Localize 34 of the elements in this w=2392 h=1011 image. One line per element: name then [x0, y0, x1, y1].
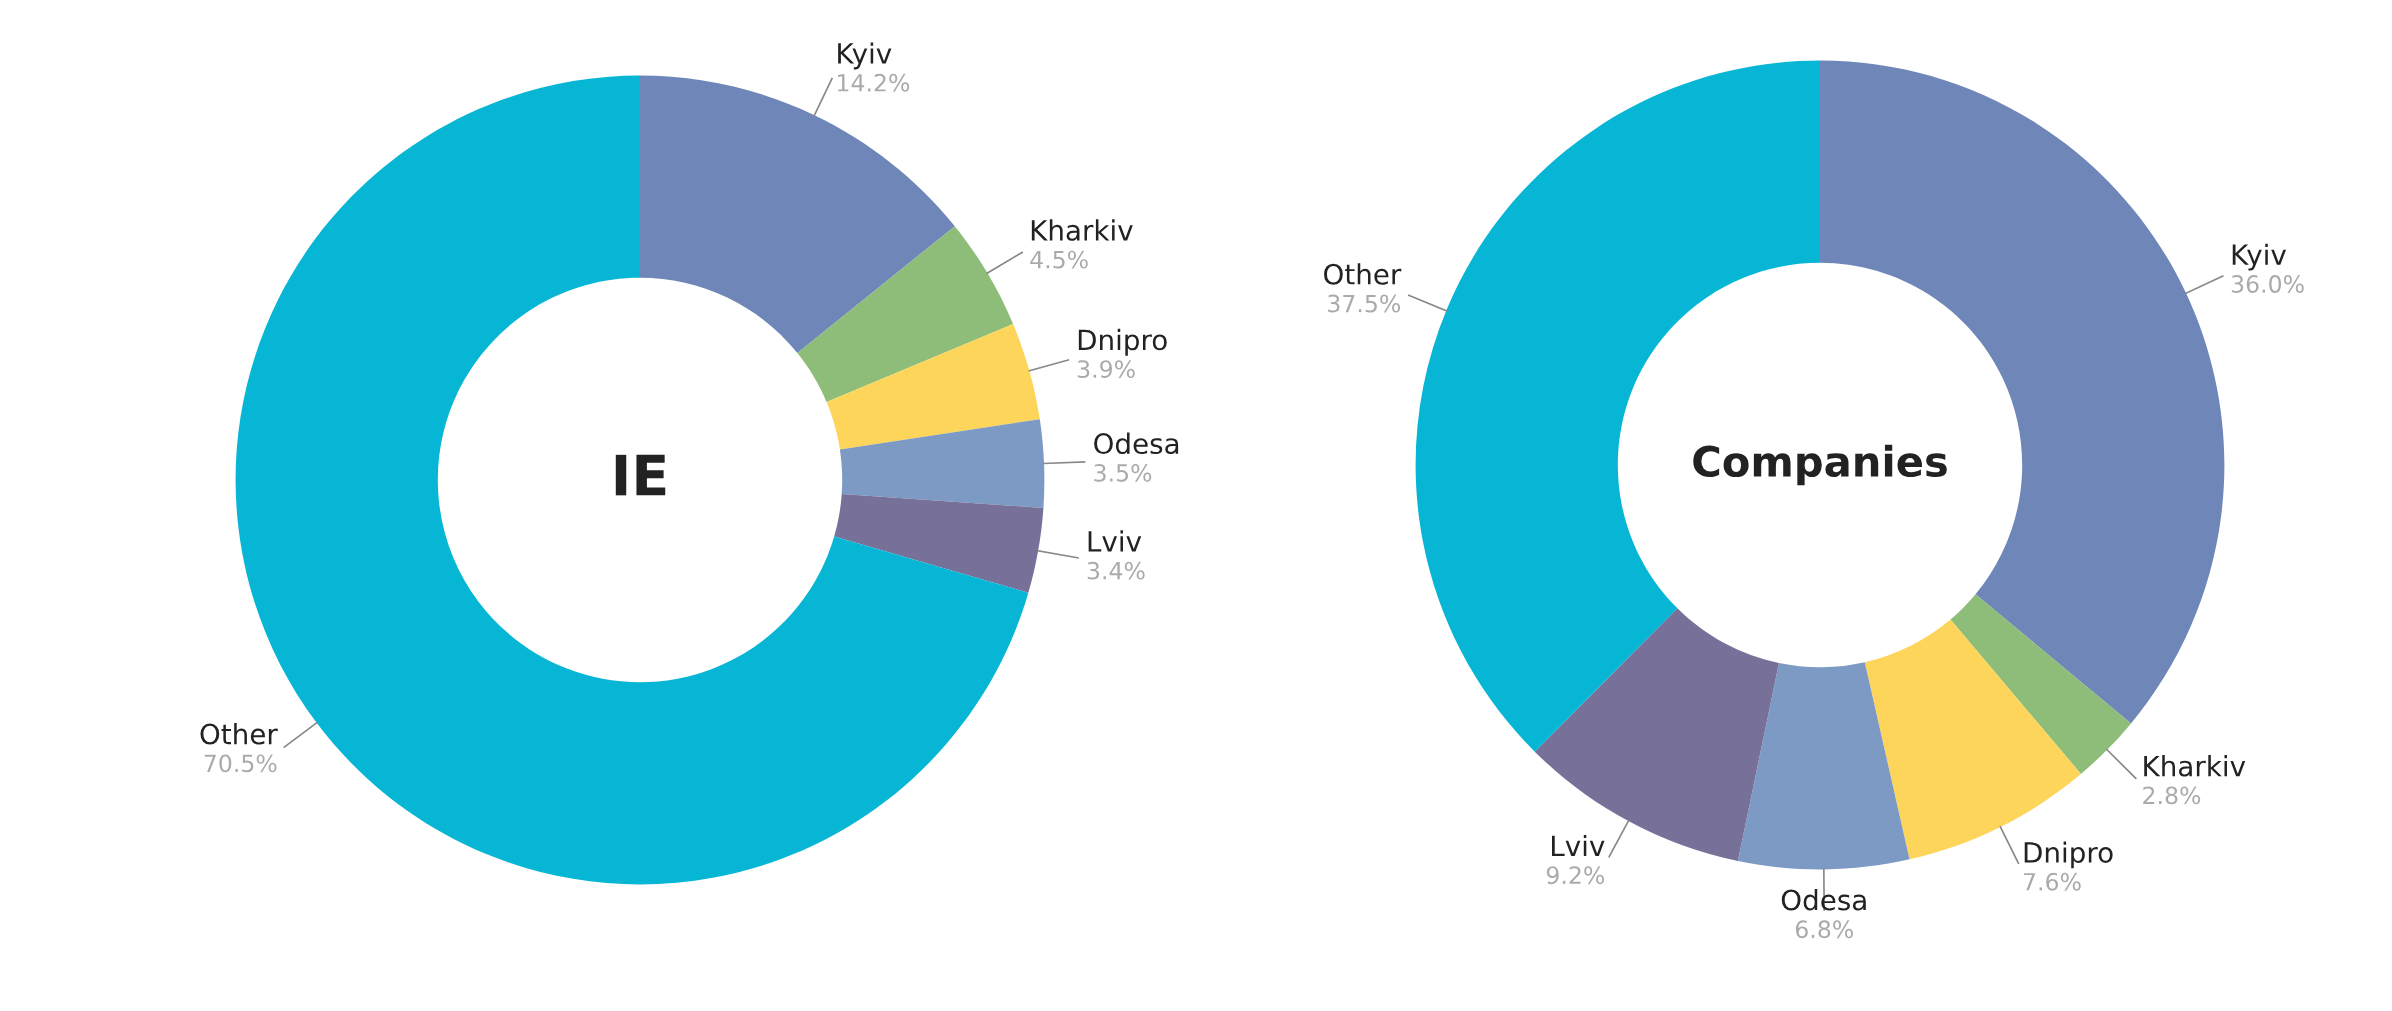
donut-slice [1737, 662, 1910, 870]
data-label: 4.5% [1030, 250, 1088, 269]
donut-slice [1534, 608, 1779, 861]
slice-label: Dnipro [2024, 841, 2113, 869]
slice-label: Lviv [1088, 530, 1142, 552]
data-label: 37.5% [1328, 294, 1401, 313]
data-label: 2.8% [2143, 786, 2201, 805]
slice-label: Odesa [1781, 889, 1866, 911]
slice-label: Odesa [1094, 432, 1179, 455]
slice-label: Other [1324, 263, 1402, 285]
donut-slice [839, 419, 1045, 508]
slice-label: Dnipro [1078, 328, 1167, 356]
data-label: 14.2% [838, 73, 910, 92]
slice-label: Kyiv [838, 42, 892, 70]
donut-slice [797, 226, 1014, 403]
data-label: 3.5% [1094, 463, 1152, 482]
data-label: 70.5% [204, 754, 277, 773]
donut-slice [834, 493, 1044, 593]
data-label: 3.4% [1087, 561, 1145, 580]
data-label: 36.0% [2231, 275, 2304, 293]
slice-label: Lviv [1552, 834, 1605, 857]
text: IE [615, 454, 666, 496]
slice-label: Kyiv [2232, 243, 2287, 271]
data-label: 9.2% [1546, 866, 1605, 885]
data-label: 6.8% [1795, 920, 1853, 939]
slice-label: Kharkiv [2144, 755, 2246, 777]
slice-label: Kharkiv [1031, 219, 1133, 241]
donut-slice [826, 324, 1040, 450]
donut-slice [1950, 594, 2132, 774]
data-label: 3.9% [1077, 360, 1135, 379]
donut-slice [640, 75, 955, 354]
data-label: 7.6% [2023, 872, 2081, 891]
slice-label: Other [200, 723, 278, 745]
text: Companies [1693, 444, 1947, 486]
